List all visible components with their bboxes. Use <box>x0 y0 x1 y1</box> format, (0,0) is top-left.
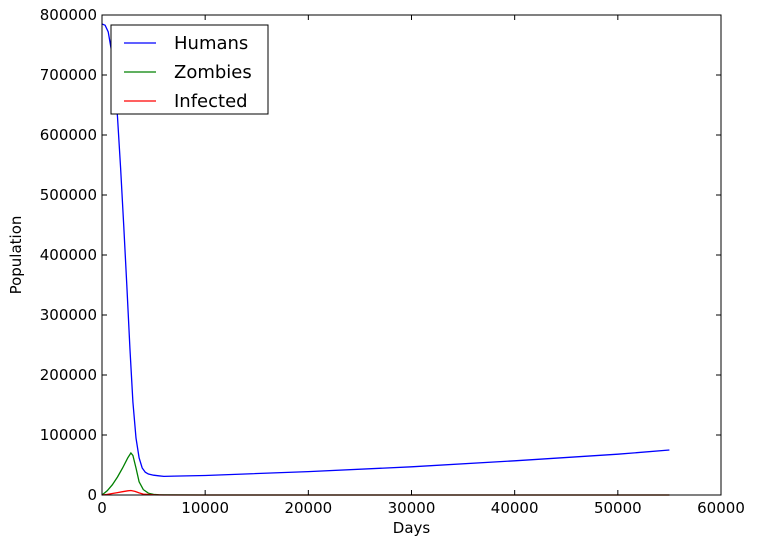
series-line-zombies <box>101 451 670 496</box>
y-tick-label: 800000 <box>40 6 97 24</box>
legend: Humans Zombies Infected <box>110 24 269 115</box>
legend-items: Humans Zombies Infected <box>124 33 252 112</box>
y-tick-label: 200000 <box>40 366 97 384</box>
y-tick-label: 100000 <box>40 426 97 444</box>
ticks-layer: 0 10000 20000 30000 40000 50000 60000010000020… <box>40 6 745 517</box>
x-tick-label: 10000 <box>181 499 229 517</box>
x-axis-label: Days <box>393 519 431 537</box>
y-tick-label: 700000 <box>40 66 97 84</box>
y-tick-label: 600000 <box>40 126 97 144</box>
x-tick-label: 40000 <box>491 499 539 517</box>
legend-label-zombies: Zombies <box>174 62 252 83</box>
x-tick-label: 60000 <box>697 499 745 517</box>
y-tick-label: 500000 <box>40 186 97 204</box>
x-tick-label: 30000 <box>388 499 436 517</box>
y-axis-label: Population <box>7 216 25 295</box>
y-tick-label: 0 <box>87 486 97 504</box>
legend-label-humans: Humans <box>174 33 248 54</box>
legend-box <box>110 24 269 115</box>
x-tick-label: 20000 <box>284 499 332 517</box>
x-tick-label: 0 <box>97 499 107 517</box>
y-tick-label: 400000 <box>40 246 97 264</box>
legend-label-infected: Infected <box>174 91 248 112</box>
y-tick-label: 300000 <box>40 306 97 324</box>
x-tick-label: 50000 <box>594 499 642 517</box>
